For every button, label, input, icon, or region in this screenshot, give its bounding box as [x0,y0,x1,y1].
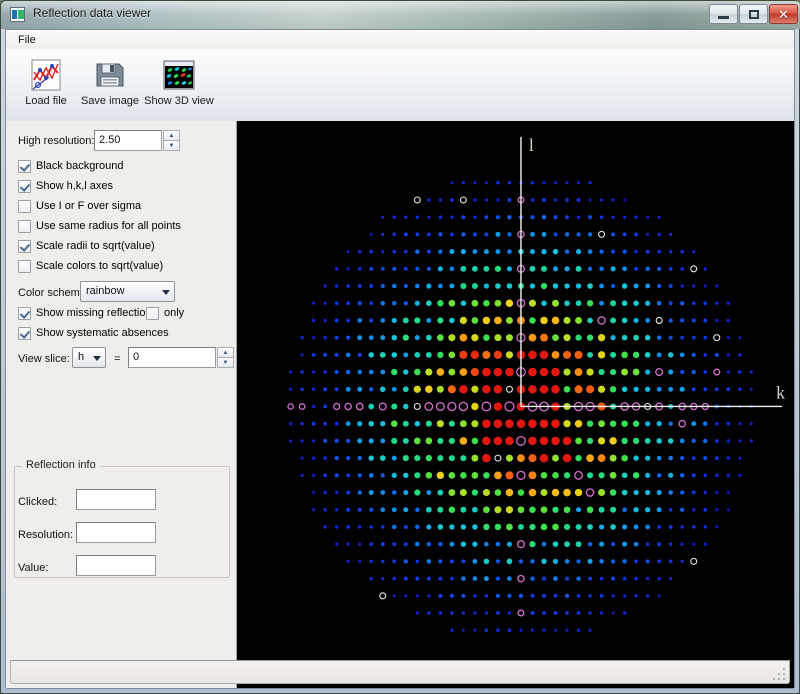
minimize-button[interactable] [709,4,738,24]
checkbox-scale-radii-box[interactable] [18,239,31,253]
menu-item-file[interactable]: File [18,34,36,46]
reflection-scatter-plot[interactable]: lk [237,121,794,688]
stepper-up-icon[interactable]: ▲ [217,347,234,357]
checkbox-scale-radii-label: Scale radii to sqrt(value) [36,240,155,252]
view-slice-axis-value: h [78,351,85,363]
high-resolution-stepper[interactable]: ▲ ▼ [163,130,180,151]
high-resolution-label: High resolution: [18,135,95,147]
stepper-down-icon[interactable]: ▼ [217,357,234,368]
checkbox-black-background[interactable]: Black background [18,158,123,174]
checkbox-black-background-box[interactable] [18,159,31,173]
checkbox-use-same-radius[interactable]: Use same radius for all points [18,218,181,234]
clicked-label: Clicked: [18,496,58,508]
toolbar: Load file Save image [6,49,794,122]
show-3d-view-label: Show 3D view [144,95,214,107]
checkbox-show-hkl-axes-label: Show h,k,l axes [36,180,114,192]
load-file-icon [29,58,63,92]
plot-axes: lk [520,135,785,408]
checkbox-show-hkl-axes-box[interactable] [18,179,31,193]
checkbox-scale-colors-box[interactable] [18,259,31,273]
load-file-button[interactable]: Load file [14,54,78,116]
reflection-points [287,181,753,632]
color-scheme-label: Color scheme: [18,287,89,299]
chevron-down-icon [162,290,170,295]
checkbox-use-same-radius-box[interactable] [18,219,31,233]
stepper-up-icon[interactable]: ▲ [163,130,180,140]
view-slice-axis-select[interactable]: h [72,347,106,368]
value-label: Value: [18,562,49,574]
close-button[interactable]: ✕ [769,4,798,24]
show-3d-view-icon [162,58,196,92]
color-scheme-select[interactable]: rainbow [80,281,175,302]
checkbox-show-missing-reflections-label: Show missing reflections [36,307,158,319]
reflection-info-group [14,466,230,578]
status-bar [10,660,790,684]
checkbox-use-i-or-f-over-sigma-box[interactable] [18,199,31,213]
checkbox-use-i-or-f-over-sigma[interactable]: Use I or F over sigma [18,198,141,214]
maximize-icon [748,9,759,19]
maximize-button[interactable] [739,4,768,24]
axis-label-k: k [776,383,785,403]
checkbox-show-missing-reflections-box[interactable] [18,306,31,320]
chevron-down-icon [93,356,101,361]
checkbox-show-hkl-axes[interactable]: Show h,k,l axes [18,178,113,194]
value-input[interactable] [76,555,156,576]
checkbox-missing-only[interactable]: only [146,305,184,321]
view-slice-value-input[interactable]: 0 [128,347,216,368]
checkbox-use-same-radius-label: Use same radius for all points [36,220,181,232]
save-image-icon [93,58,127,92]
show-3d-view-button[interactable]: Show 3D view [142,54,216,116]
clicked-input[interactable] [76,489,156,510]
checkbox-show-missing-reflections[interactable]: Show missing reflections [18,305,157,321]
window-title: Reflection data viewer [33,6,152,20]
checkbox-scale-radii[interactable]: Scale radii to sqrt(value) [18,238,155,254]
checkbox-black-background-label: Black background [36,160,124,172]
checkbox-missing-only-box[interactable] [146,306,159,320]
checkbox-show-systematic-absences[interactable]: Show systematic absences [18,325,169,341]
title-bar: Reflection data viewer ✕ [1,1,800,29]
view-slice-label: View slice: [18,353,70,365]
reflection-info-title: Reflection info [22,459,100,471]
stepper-down-icon[interactable]: ▼ [163,140,180,151]
minimize-icon [718,16,729,19]
checkbox-show-systematic-absences-box[interactable] [18,326,31,340]
checkbox-scale-colors-label: Scale colors to sqrt(value) [36,260,164,272]
resize-grip[interactable] [773,668,786,681]
checkbox-use-i-or-f-over-sigma-label: Use I or F over sigma [36,200,142,212]
app-icon [10,7,25,22]
checkbox-show-systematic-absences-label: Show systematic absences [36,327,169,339]
menu-bar: File [6,30,794,50]
high-resolution-input[interactable]: 2.50 [94,130,162,151]
checkbox-missing-only-label: only [164,307,185,319]
window-client-area: File Load file [5,29,795,689]
view-slice-equals: = [114,353,121,365]
save-image-label: Save image [80,95,140,107]
close-icon: ✕ [778,6,789,22]
resolution-label: Resolution: [18,529,74,541]
load-file-label: Load file [25,95,67,107]
checkbox-scale-colors[interactable]: Scale colors to sqrt(value) [18,258,163,274]
axis-label-l: l [529,135,534,155]
color-scheme-value: rainbow [86,285,125,297]
view-slice-stepper[interactable]: ▲ ▼ [217,347,234,368]
control-panel: High resolution: 2.50 ▲ ▼ Black backgrou… [6,121,237,688]
resolution-input[interactable] [76,522,156,543]
save-image-button[interactable]: Save image [78,54,142,116]
